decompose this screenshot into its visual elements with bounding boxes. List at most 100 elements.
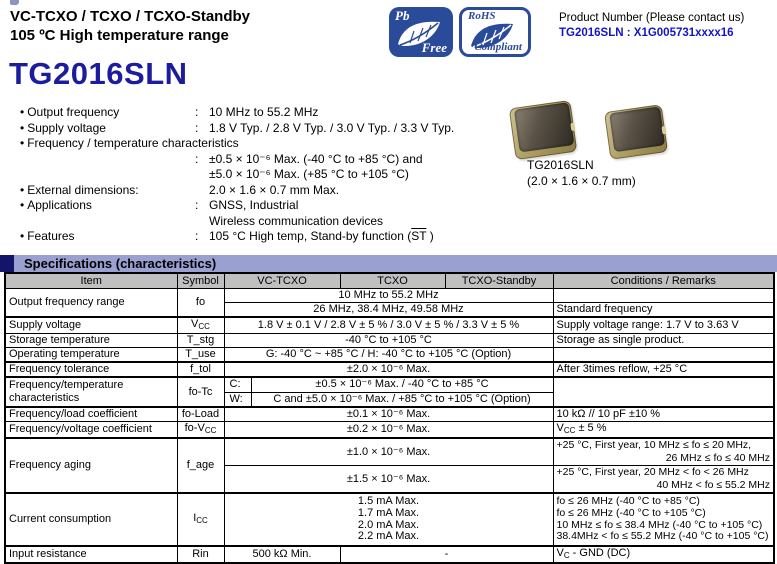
list-item: Output frequency : 10 MHz to 55.2 MHz [20,105,500,121]
condition-line: 40 MHz < fo ≤ 55.2 MHz [656,478,770,491]
rohs-compliant-badge: RoHS Compliant [459,7,531,57]
table-row: Supply voltage VCC 1.8 V ± 0.1 V / 2.8 V… [4,316,775,334]
pb-free-badge: Pb Free [389,7,453,57]
conditions-cell [552,347,775,363]
condition-line: 38.4MHz < fo ≤ 55.2 MHz (-40 °C to +105 … [556,530,769,543]
value-cell: ±0.2 × 10⁻⁶ Max. [223,421,554,439]
table-row: Frequency tolerance f_tol ±2.0 × 10⁻⁶ Ma… [4,361,775,378]
rohs-badge-top-label: RoHS [468,10,496,22]
feature-bullet-list: Output frequency : 10 MHz to 55.2 MHz Su… [20,105,500,245]
condition-code-label: C: [225,379,252,392]
bullet-value: ±0.5 × 10⁻⁶ Max. (-40 °C to +85 °C) and [209,151,423,166]
pb-free-badge-top-label: Pb [395,8,410,23]
table-row: Output frequency range fo 10 MHz to 55.2… [4,288,775,318]
value-cell: 1.8 V ± 0.1 V / 2.8 V ± 5 % / 3.0 V ± 5 … [223,316,554,334]
value-cell: -40 °C to +105 °C [223,333,554,348]
leaf-icon [398,21,440,46]
bullet-colon: : [195,120,199,135]
bullet-colon: : [195,151,199,166]
item-cell: Current consumption [4,491,178,547]
bullet-value: ±5.0 × 10⁻⁶ Max. (+85 °C to +105 °C) [209,167,409,181]
table-header-row: Item Symbol VC-TCXO TCXO TCXO-Standby Co… [4,272,775,289]
table-row: Frequency/load coefficient fo-Load ±0.1 … [4,406,775,422]
bullet-label-spacer [20,214,195,230]
chip-notch [661,125,667,134]
value-cell: G: -40 °C ~ +85 °C / H: -40 °C to +105 °… [223,347,554,363]
list-item: Applications : GNSS, Industrial [20,198,500,214]
condition-line: fo ≤ 26 MHz (-40 °C to +85 °C) [556,495,700,507]
symbol-cell: fo-Tc [176,376,225,408]
symbol-cell: f_age [176,437,225,494]
bullet-colon: : [195,105,199,119]
list-item: ±5.0 × 10⁻⁶ Max. (+85 °C to +105 °C) [20,167,500,183]
bullet-value: 105 °C High temp, Stand-by function (ST … [209,229,434,243]
chip-notch [570,122,576,132]
condition-line: fo ≤ 26 MHz (-40 °C to +105 °C) [556,506,706,519]
list-item: Frequency / temperature characteristics [20,136,500,152]
conditions-cell: Storage as single product. [552,333,775,348]
bullet-colon [195,214,209,230]
list-item: External dimensions: 2.0 × 1.6 × 0.7 mm … [20,183,500,199]
value-cell: ±0.1 × 10⁻⁶ Max. [223,406,554,422]
col-header-item: Item [4,272,178,289]
item-cell: Output frequency range [4,288,178,318]
bullet-label: Features [20,229,195,245]
bullet-label: Applications [20,198,195,214]
product-photo-caption: TG2016SLN (2.0 × 1.6 × 0.7 mm) [527,158,636,189]
bullet-label: Frequency / temperature characteristics [20,136,238,152]
value-cell: 10 MHz to 55.2 MHz [223,288,554,303]
leaf-icon [471,23,513,48]
col-header-symbol: Symbol [176,272,225,289]
rohs-badge-bottom-label: Compliant [474,41,522,53]
bullet-value: GNSS, Industrial [209,198,299,212]
bullet-label-spacer [20,152,195,168]
table-row: Current consumption ICC 1.5 mA Max. 1.7 … [4,491,775,547]
symbol-cell: fo [176,288,225,318]
list-item: : ±0.5 × 10⁻⁶ Max. (-40 °C to +85 °C) an… [20,152,500,168]
value-line: ±0.5 × 10⁻⁶ Max. / -40 °C to +85 °C [315,378,489,390]
bullet-colon [195,183,209,199]
value-cell: 26 MHz, 38.4 MHz, 49.58 MHz [223,302,554,318]
col-header-vctcxo: VC-TCXO [223,272,341,289]
conditions-cell: +25 °C, First year, 20 MHz < fo < 26 MHz… [552,465,775,494]
page-title: TG2016SLN [9,56,188,91]
table-row: 26 MHz, 38.4 MHz, 49.58 MHz Standard fre… [5,302,775,318]
item-cell: Frequency/temperature characteristics [4,376,178,408]
bullet-colon [195,167,209,183]
conditions-cell: Supply voltage range: 1.7 V to 3.63 V [552,316,775,334]
symbol-cell: VCC [176,316,225,334]
bullet-value: 1.8 V Typ. / 2.8 V Typ. / 3.0 V Typ. / 3… [209,120,455,135]
table-row: Frequency aging f_age ±1.0 × 10⁻⁶ Max. +… [4,437,775,494]
bullet-colon: : [195,198,199,212]
bullet-label: External dimensions: [20,183,195,199]
condition-line: 26 MHz ≤ fo ≤ 40 MHz [665,451,770,464]
product-photo-chip-1 [508,99,578,161]
col-header-standby: TCXO-Standby [444,272,554,289]
list-item: Supply voltage : 1.8 V Typ. / 2.8 V Typ.… [20,121,500,137]
condition-line: +25 °C, First year, 20 MHz < fo < 26 MHz [556,466,749,478]
table-row: Storage temperature T_stg -40 °C to +105… [4,333,775,348]
value-cell: - [339,545,554,564]
item-cell: Operating temperature [4,347,178,363]
symbol-cell: T_use [176,347,225,363]
section-marker-square [0,255,14,272]
conditions-cell: +25 °C, First year, 10 MHz ≤ fo ≤ 20 MHz… [552,437,775,466]
list-item: Features : 105 °C High temp, Stand-by fu… [20,229,500,245]
page-header: VC-TCXO / TCXO / TCXO-Standby 105 ºC Hig… [10,7,250,45]
bullet-value: Wireless communication devices [209,213,384,228]
symbol-cell: ICC [176,491,225,547]
symbol-cell: T_stg [176,333,225,348]
conditions-cell: VCC ± 5 % [552,421,775,439]
page-corner-logo-fragment [10,0,19,5]
col-header-conditions: Conditions / Remarks [552,272,775,289]
conditions-cell: After 3times reflow, +25 °C [552,361,775,378]
condition-line: +25 °C, First year, 10 MHz ≤ fo ≤ 20 MHz… [556,439,752,451]
conditions-cell: Standard frequency [552,302,775,318]
item-cell: Storage temperature [4,333,178,348]
value-cell: C: ±0.5 × 10⁻⁶ Max. / -40 °C to +85 °C W… [223,376,554,408]
conditions-cell [552,288,775,303]
value-cell: ±2.0 × 10⁻⁶ Max. [223,361,554,378]
bullet-colon: : [195,229,199,243]
product-number-label: Product Number (Please contact us) [559,12,745,24]
value-line: 2.0 mA Max. [357,518,420,531]
